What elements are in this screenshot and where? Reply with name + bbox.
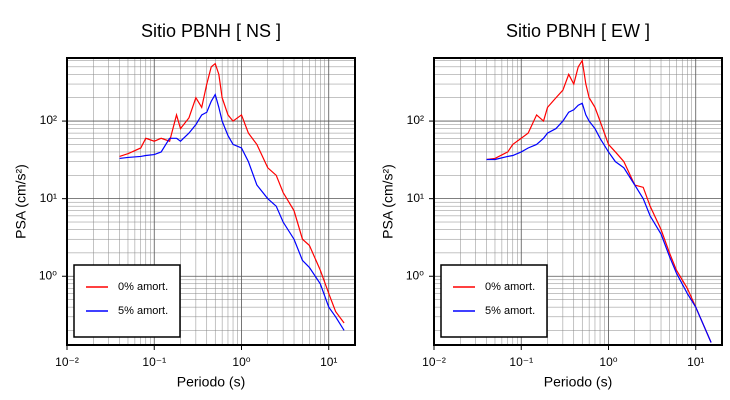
x-tick-label: 10¹ — [320, 355, 337, 369]
legend-label: 0% amort. — [118, 281, 168, 293]
legend-label: 5% amort. — [485, 305, 535, 317]
y-tick-label: 10² — [407, 113, 424, 127]
x-tick-label: 10⁻² — [55, 355, 79, 369]
y-tick-label: 10¹ — [407, 191, 424, 205]
data-line — [119, 62, 345, 324]
x-axis-label: Periodo (s) — [177, 374, 245, 390]
x-tick-label: 10⁻¹ — [509, 355, 533, 369]
data-line — [119, 92, 345, 331]
x-tick-label: 10⁻² — [422, 355, 446, 369]
chart-title: Sitio PBNH [ NS ] — [141, 21, 281, 41]
plot-frame — [66, 57, 356, 346]
y-tick-label: 10² — [40, 113, 57, 127]
y-axis-label: PSA (cm/s²) — [380, 164, 396, 239]
x-tick-label: 10⁰ — [599, 355, 617, 369]
data-line — [486, 59, 712, 343]
plot-frame — [433, 57, 723, 346]
y-axis-label: PSA (cm/s²) — [13, 164, 29, 239]
chart-title: Sitio PBNH [ EW ] — [506, 21, 650, 41]
legend-box — [73, 264, 181, 338]
y-tick-label: 10¹ — [40, 191, 57, 205]
chart: 10⁻² 10⁻¹ 10⁰ 10¹ 10⁰ 10¹ 10² Sitio PBNH [ EW ]… — [380, 21, 723, 390]
x-tick-label: 10¹ — [687, 355, 704, 369]
legend-box — [440, 264, 548, 338]
x-axis-label: Periodo (s) — [544, 374, 612, 390]
y-tick-label: 10⁰ — [406, 268, 424, 282]
data-line — [486, 102, 712, 343]
y-tick-label: 10⁰ — [39, 268, 57, 282]
x-tick-label: 10⁰ — [232, 355, 250, 369]
x-tick-label: 10⁻¹ — [142, 355, 166, 369]
legend-label: 5% amort. — [118, 305, 168, 317]
legend-label: 0% amort. — [485, 281, 535, 293]
chart: 10⁻² 10⁻¹ 10⁰ 10¹ 10⁰ 10¹ 10² Sitio PBNH [ NS ]… — [13, 21, 356, 390]
